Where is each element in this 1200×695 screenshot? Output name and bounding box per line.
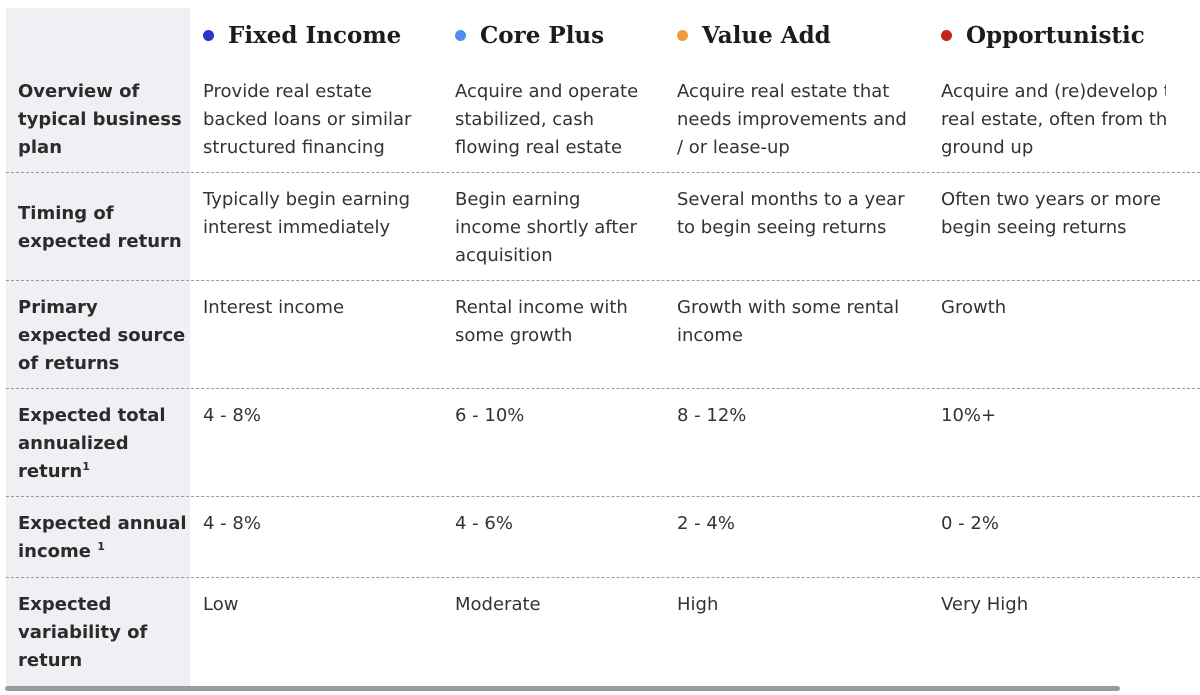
table-cell: Moderate [455, 594, 541, 615]
table-cell: 4 - 6% [455, 513, 513, 534]
column-header-core-plus: Core Plus [455, 22, 604, 49]
table-cell: 6 - 10% [455, 405, 525, 426]
table-cell: 2 - 4% [677, 513, 735, 534]
table-cell: Acquire real estate that needs improveme… [677, 81, 907, 158]
row-label-text: Expected total annualized return [18, 405, 166, 482]
fixed-income-dot-icon [203, 30, 214, 41]
row-divider [6, 577, 1200, 578]
row-label: Expected total annualized return1 [18, 402, 188, 486]
table-cell: Typically begin earning interest immedia… [203, 189, 411, 238]
table-cell: Growth [941, 297, 1007, 318]
table-cell: 4 - 8% [203, 405, 261, 426]
column-header-opportunistic: Opportunistic [941, 22, 1145, 49]
footnote-marker: 1 [82, 460, 90, 473]
column-header-fixed-income: Fixed Income [203, 22, 401, 49]
value-add-dot-icon [677, 30, 688, 41]
row-divider [6, 388, 1200, 389]
column-header-label: Core Plus [480, 22, 605, 49]
opportunistic-dot-icon [941, 30, 952, 41]
row-label: Expected variability of return [18, 594, 148, 671]
table-cell: 0 - 2% [941, 513, 999, 534]
table-cell: Rental income with some growth [455, 297, 628, 346]
table-cell: Growth with some rental income [677, 297, 900, 346]
row-label: Expected annual income 1 [18, 510, 188, 566]
row-label: Primary expected source of returns [18, 297, 186, 374]
table-cell: High [677, 594, 719, 615]
horizontal-scrollbar[interactable] [5, 686, 1120, 691]
column-header-label: Opportunistic [966, 22, 1145, 49]
core-plus-dot-icon [455, 30, 466, 41]
table-cell: Begin earning income shortly after acqui… [455, 189, 637, 266]
table-cell: Several months to a year to begin seeing… [677, 189, 905, 238]
table-cell: Low [203, 594, 239, 615]
table-cell: Provide real estate backed loans or simi… [203, 81, 412, 158]
row-divider [6, 496, 1200, 497]
row-label: Overview of typical business plan [18, 81, 182, 158]
table-cell: Interest income [203, 297, 345, 318]
row-divider [6, 280, 1200, 281]
label-column-background [6, 8, 190, 686]
column-header-value-add: Value Add [677, 22, 831, 49]
table-cell: 10%+ [941, 405, 997, 426]
row-label: Timing of expected return [18, 203, 182, 252]
table-cell: Acquire and operate stabilized, cash flo… [455, 81, 639, 158]
column-header-label: Fixed Income [228, 22, 402, 49]
row-divider [6, 172, 1200, 173]
table-header: Fixed Income Core Plus Value Add Opportu… [0, 8, 1200, 70]
footnote-marker: 1 [97, 540, 105, 553]
table-cell: Very High [941, 594, 1029, 615]
table-cell: Often two years or more t begin seeing r… [941, 189, 1161, 238]
row-label-text: Expected annual income [18, 513, 187, 562]
column-header-label: Value Add [702, 22, 831, 49]
table-cell: Acquire and (re)develop t real estate, o… [941, 81, 1166, 158]
table-cell: 4 - 8% [203, 513, 261, 534]
table-cell: 8 - 12% [677, 405, 747, 426]
